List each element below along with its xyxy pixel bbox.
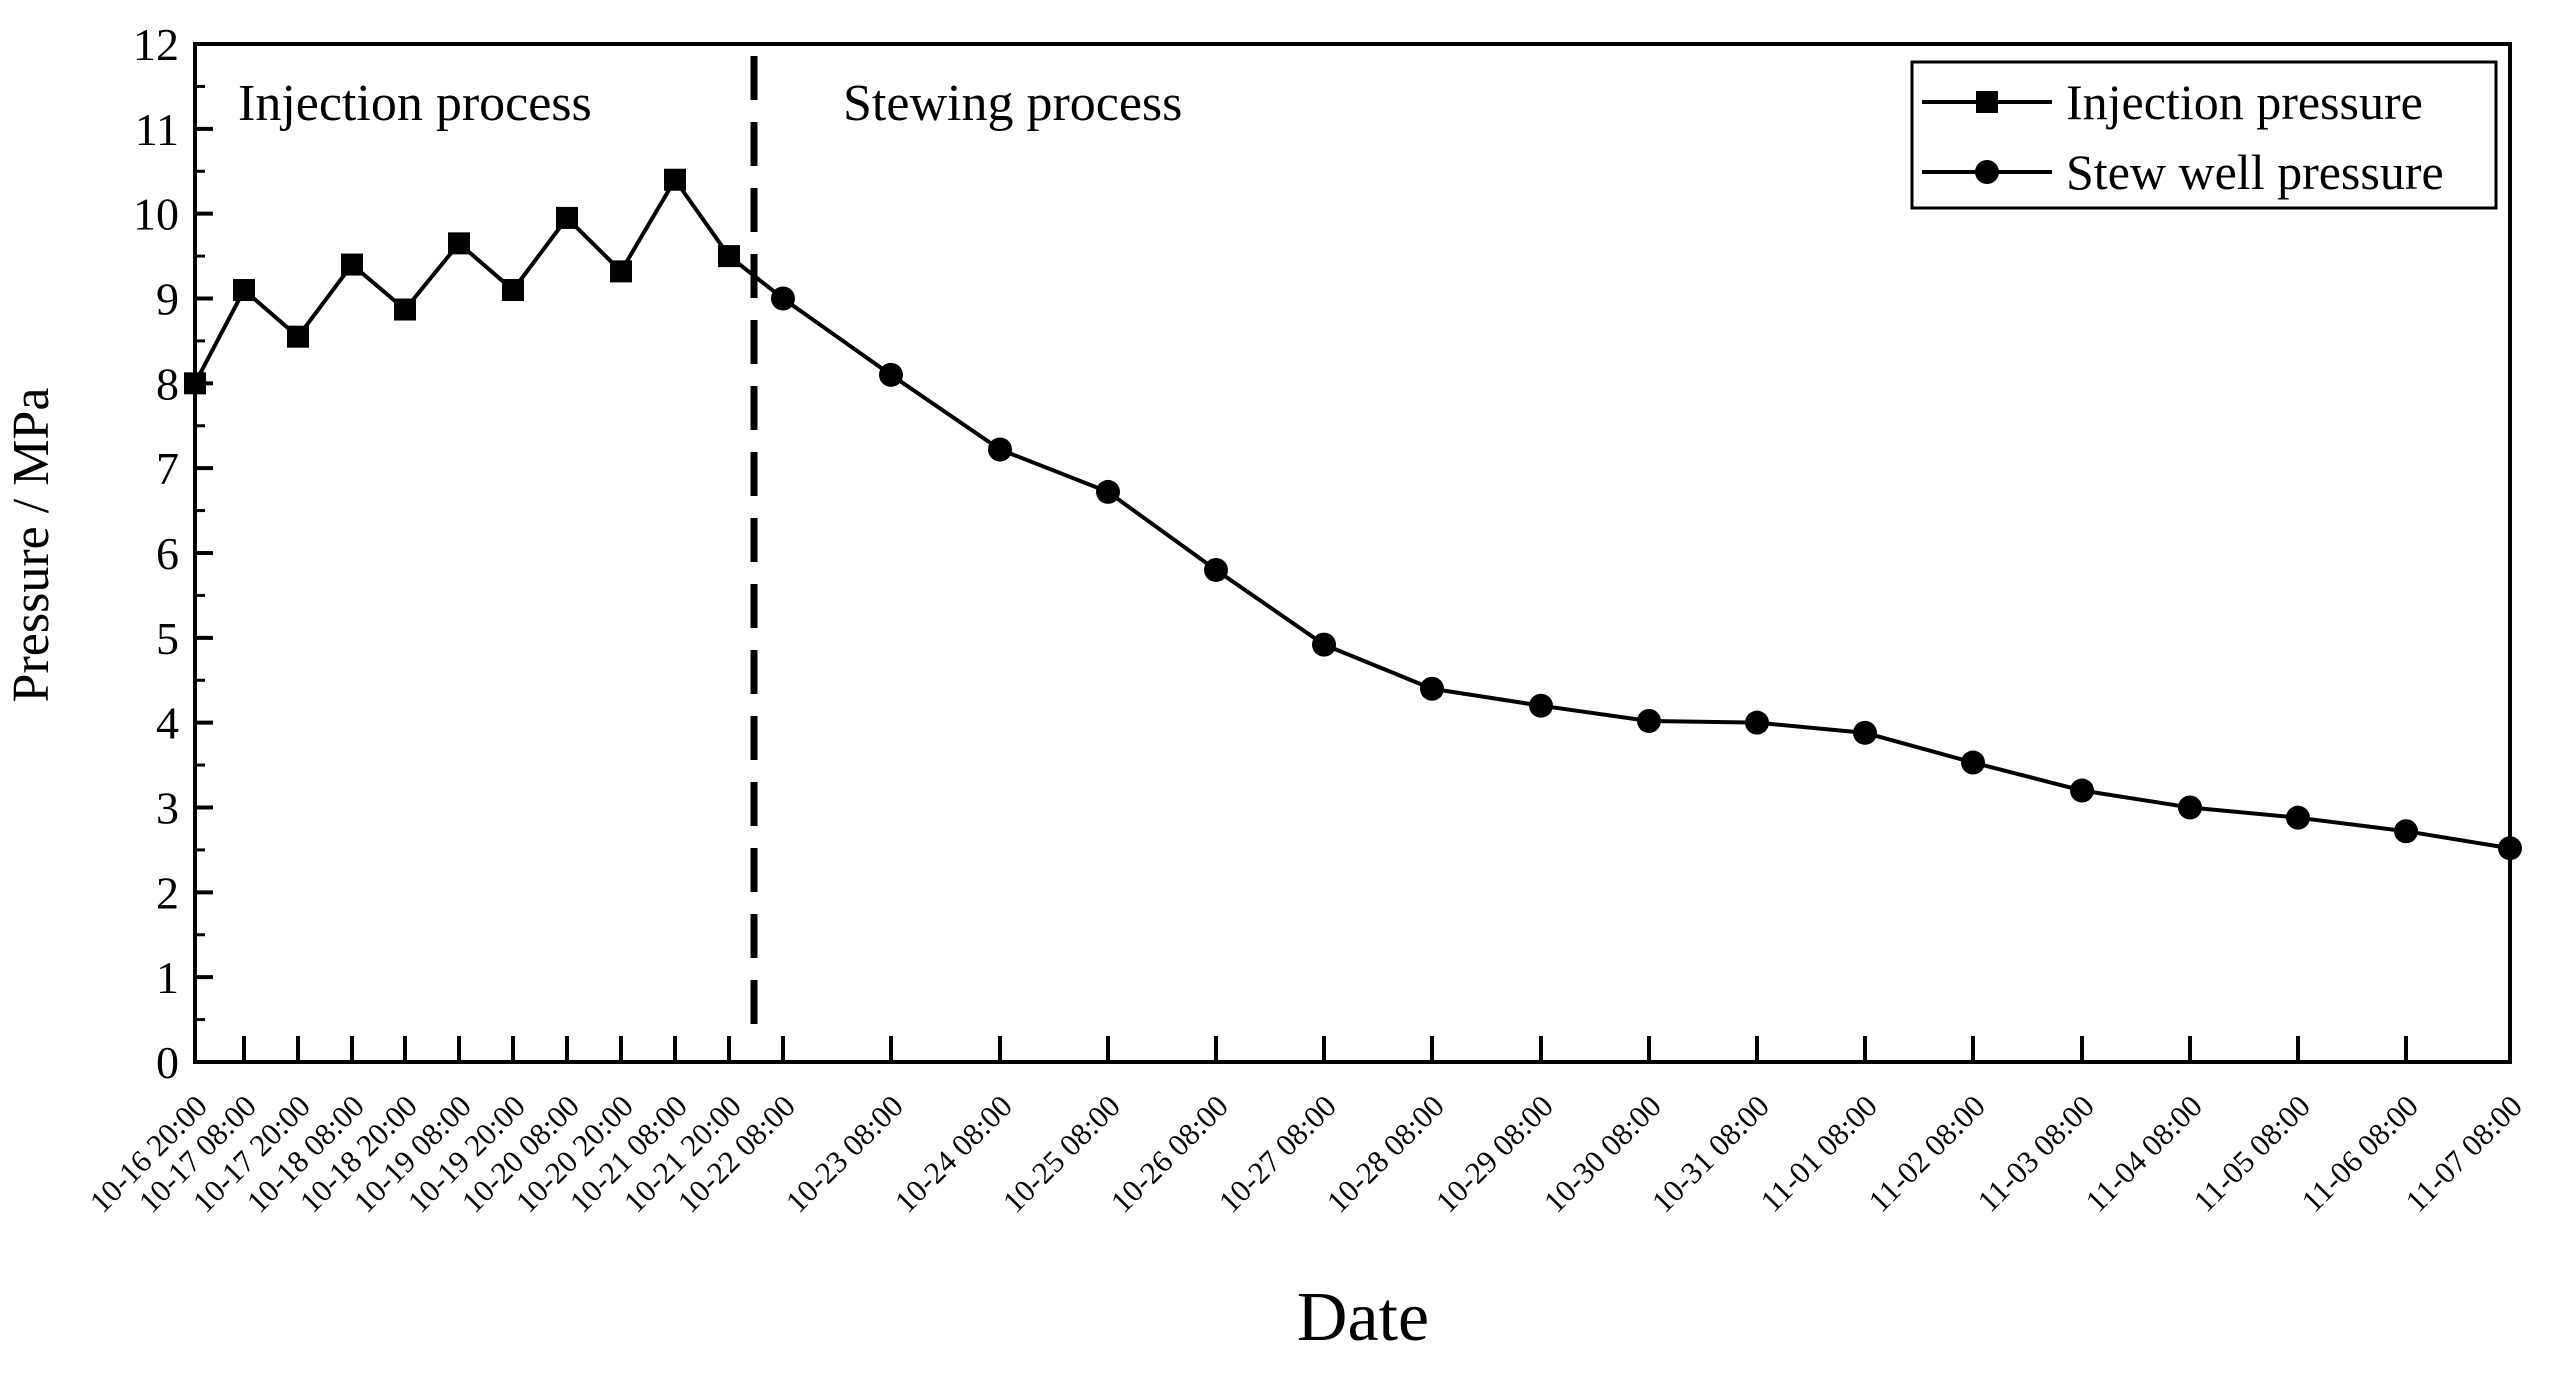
stew-well-pressure-point: [2070, 778, 2094, 803]
x-tick-label: 11-02 08:00: [1861, 1088, 1991, 1218]
injection-pressure-point: [184, 372, 206, 395]
y-tick-label: 7: [156, 443, 179, 494]
stew-well-pressure-point: [879, 362, 903, 387]
stew-well-pressure-point: [1745, 710, 1769, 735]
y-tick-label: 10: [133, 189, 179, 240]
x-tick-label: 10-28 08:00: [1320, 1088, 1451, 1219]
injection-pressure-point: [341, 253, 363, 276]
stew-well-pressure-point: [1096, 479, 1120, 504]
x-tick-label: 11-04 08:00: [2078, 1088, 2208, 1218]
y-tick-label: 4: [156, 698, 179, 749]
legend-entry-label: Stew well pressure: [2066, 144, 2444, 200]
stew-well-pressure-point: [1204, 557, 1228, 582]
x-tick-label: 10-24 08:00: [888, 1088, 1019, 1219]
legend-circle-marker-icon: [1975, 160, 1999, 184]
injection-pressure-point: [664, 168, 686, 191]
stew-well-pressure-point: [2394, 819, 2418, 844]
injection-pressure-line: [193, 177, 731, 385]
stew-well-pressure-point: [1529, 693, 1553, 718]
injection-pressure-point: [718, 245, 740, 268]
y-tick-label: 12: [133, 19, 179, 70]
x-tick-label: 10-30 08:00: [1537, 1088, 1668, 1219]
injection-pressure-point: [502, 279, 524, 302]
legend-entry-label: Injection pressure: [2066, 74, 2423, 130]
y-tick-label: 6: [156, 528, 179, 579]
y-tick-label: 8: [156, 358, 179, 409]
x-tick-label: 10-23 08:00: [779, 1088, 910, 1219]
x-tick-label: 11-05 08:00: [2186, 1088, 2316, 1218]
y-tick-label: 9: [156, 274, 179, 325]
injection-pressure-point: [610, 260, 632, 283]
x-tick-label: 10-29 08:00: [1429, 1088, 1560, 1219]
injection-pressure-point: [448, 232, 470, 255]
stew-well-pressure-point: [1853, 720, 1877, 745]
stew-well-pressure-point: [1420, 676, 1444, 701]
injection-pressure-point: [233, 279, 255, 302]
y-axis-label: Pressure / MPa: [3, 388, 60, 703]
y-tick-label: 11: [135, 104, 179, 155]
x-axis-label: Date: [1297, 1279, 1429, 1356]
stew-well-pressure-point: [1961, 750, 1985, 775]
injection-pressure-point: [556, 206, 578, 229]
y-tick-label: 0: [156, 1037, 179, 1088]
y-tick-label: 3: [156, 783, 179, 834]
legend-box: [1910, 60, 2498, 210]
stew-well-pressure-point: [2178, 795, 2202, 820]
stew-well-pressure-point: [2498, 836, 2522, 861]
stew-well-pressure-line: [781, 296, 2511, 851]
stewing-process-label: Stewing process: [843, 75, 1182, 132]
legend-square-marker-icon: [1976, 91, 1998, 113]
injection-process-label: Injection process: [238, 75, 592, 132]
y-tick-label: 5: [156, 613, 179, 664]
stew-well-pressure-point: [988, 437, 1012, 462]
x-tick-label: 10-27 08:00: [1212, 1088, 1343, 1219]
injection-pressure-point: [287, 325, 309, 348]
x-tick-label: 11-03 08:00: [1970, 1088, 2100, 1218]
stew-well-pressure-point: [1312, 632, 1336, 657]
y-tick-label: 2: [156, 867, 179, 918]
x-tick-label: 10-25 08:00: [996, 1088, 1127, 1219]
injection-pressure-point: [394, 298, 416, 321]
stew-well-pressure-point: [771, 286, 795, 311]
x-tick-label: 10-26 08:00: [1104, 1088, 1235, 1219]
y-tick-label: 1: [156, 952, 179, 1003]
stew-well-pressure-point: [2286, 805, 2310, 830]
x-tick-label: 10-31 08:00: [1645, 1088, 1776, 1219]
stew-well-pressure-point: [1637, 708, 1661, 733]
x-tick-label: 11-01 08:00: [1753, 1088, 1883, 1218]
